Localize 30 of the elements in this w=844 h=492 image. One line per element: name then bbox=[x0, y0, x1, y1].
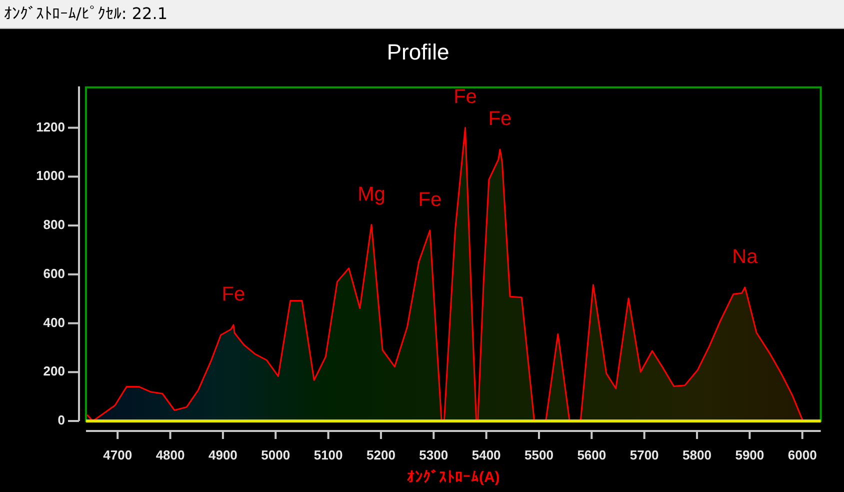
y-tick-label: 1000 bbox=[36, 168, 65, 184]
x-tick-label: 5900 bbox=[735, 447, 764, 462]
annotation: Fe bbox=[454, 86, 477, 108]
annotation: Fe bbox=[488, 108, 512, 130]
x-axis-title: ｵﾝｸﾞｽﾄﾛｰﾑ(A) bbox=[406, 469, 500, 486]
annotation: Mg bbox=[358, 183, 386, 206]
y-tick-label: 800 bbox=[43, 217, 65, 232]
annotation: Fe bbox=[222, 283, 246, 306]
x-tick-label: 5500 bbox=[524, 447, 554, 462]
x-tick-label: 5700 bbox=[630, 447, 659, 462]
x-tick-label: 4800 bbox=[156, 447, 185, 462]
annotation: Fe bbox=[418, 188, 442, 211]
y-tick-label: 1200 bbox=[36, 119, 65, 134]
y-tick-label: 400 bbox=[43, 314, 65, 330]
y-tick-label: 600 bbox=[43, 266, 65, 281]
annotation: Na bbox=[732, 246, 759, 268]
x-tick-label: 4700 bbox=[103, 447, 132, 462]
x-tick-label: 4900 bbox=[208, 447, 238, 462]
x-tick-label: 5600 bbox=[577, 447, 606, 462]
chart-title: Profile bbox=[386, 39, 450, 64]
text: ｵﾝｸﾞｽﾄﾛｰﾑ/ﾋﾟｸｾﾙ: 22.1 bbox=[4, 4, 168, 23]
x-tick-label: 5200 bbox=[366, 447, 396, 462]
y-tick-label: 200 bbox=[43, 364, 65, 379]
x-tick-label: 5100 bbox=[314, 447, 343, 462]
x-tick-label: 5300 bbox=[419, 447, 448, 462]
x-tick-label: 5800 bbox=[682, 447, 712, 462]
x-tick-label: 6000 bbox=[788, 447, 817, 462]
y-tick-label: 0 bbox=[58, 412, 65, 428]
x-tick-label: 5400 bbox=[472, 447, 501, 462]
x-tick-label: 5000 bbox=[261, 447, 290, 462]
